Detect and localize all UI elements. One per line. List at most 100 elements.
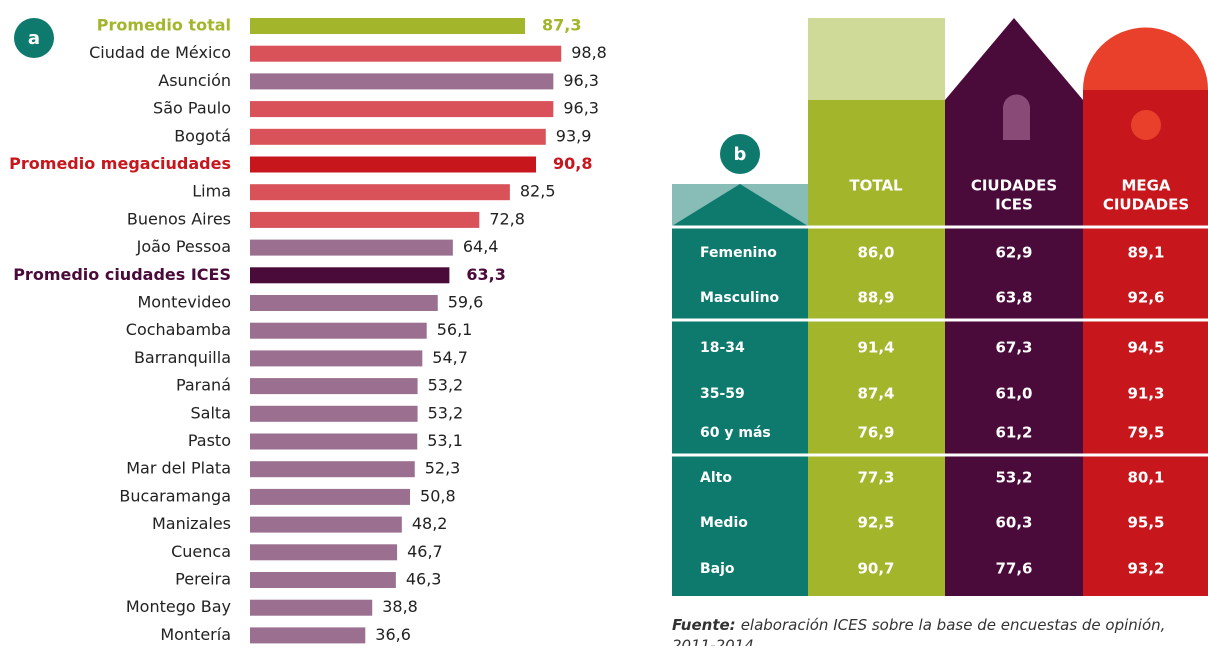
column-labels	[672, 226, 808, 596]
category-label: Lima	[192, 182, 231, 201]
cell: 60,3	[995, 514, 1032, 532]
bar	[250, 572, 396, 588]
bar	[250, 544, 397, 560]
category-label: Montevideo	[137, 293, 231, 312]
row-label: 60 y más	[700, 425, 771, 441]
value-label: 46,3	[406, 570, 442, 589]
bar	[250, 129, 546, 145]
value-label: 38,8	[382, 597, 418, 616]
category-label: Cuenca	[171, 542, 231, 561]
value-label: 90,8	[553, 154, 592, 173]
bar	[250, 267, 449, 283]
page: {"chart_data": {"type": "bar", "orientat…	[0, 0, 1208, 646]
category-label: Salta	[191, 403, 231, 422]
source: Fuente:elaboración ICES sobre la base de…	[672, 616, 1165, 634]
value-label: 54,7	[432, 348, 468, 367]
bar	[250, 240, 453, 256]
category-label: Paraná	[176, 376, 231, 395]
cell: 77,3	[857, 469, 894, 487]
source-label: Fuente:	[672, 616, 736, 634]
cell: 93,2	[1127, 560, 1164, 578]
value-label: 36,6	[375, 625, 411, 644]
cell: 90,7	[857, 560, 894, 578]
cell: 88,9	[857, 289, 894, 307]
bar	[250, 46, 561, 62]
category-label: João Pessoa	[136, 237, 231, 256]
value-label: 96,3	[563, 99, 599, 118]
category-label: Montego Bay	[126, 597, 231, 616]
bar	[250, 489, 410, 505]
value-label: 72,8	[489, 209, 525, 228]
value-label: 63,3	[466, 265, 505, 284]
column-header: CIUDADES	[1103, 196, 1189, 214]
value-label: 59,6	[448, 293, 484, 312]
cell: 62,9	[995, 244, 1032, 262]
bar	[250, 600, 372, 616]
cell: 91,3	[1127, 385, 1164, 403]
bar	[250, 212, 479, 228]
value-label: 98,8	[571, 43, 607, 62]
value-label: 96,3	[563, 71, 599, 90]
row-label: Medio	[700, 515, 748, 531]
category-label: Pereira	[175, 570, 231, 589]
category-label: Bucaramanga	[119, 486, 231, 505]
source-text: 2011-2014	[672, 637, 754, 647]
window-round	[1131, 110, 1161, 140]
column-header: ICES	[995, 196, 1033, 214]
column-header: TOTAL	[849, 177, 903, 195]
panel-b-shapes	[672, 18, 1208, 596]
value-label: 53,2	[428, 403, 464, 422]
category-label: Bogotá	[174, 126, 231, 145]
bar	[250, 184, 510, 200]
cell: 76,9	[857, 424, 894, 442]
cell: 95,5	[1127, 514, 1164, 532]
cell: 87,4	[857, 385, 894, 403]
cell: 63,8	[995, 289, 1032, 307]
value-label: 56,1	[437, 320, 473, 339]
value-label: 93,9	[556, 126, 592, 145]
cell: 67,3	[995, 339, 1032, 357]
row-label: 18-34	[700, 340, 745, 356]
row-label: Bajo	[700, 561, 735, 577]
bar	[250, 101, 553, 117]
bar	[250, 517, 402, 533]
bar	[250, 461, 415, 477]
bar	[250, 627, 365, 643]
bar	[250, 378, 418, 394]
cell: 61,0	[995, 385, 1032, 403]
value-label: 82,5	[520, 182, 556, 201]
figure: aPromedio total87,3Ciudad de México98,8A…	[0, 0, 1208, 646]
cell: 79,5	[1127, 424, 1164, 442]
category-label: Promedio total	[97, 16, 231, 35]
value-label: 50,8	[420, 486, 456, 505]
value-label: 52,3	[425, 459, 461, 478]
bar	[250, 350, 422, 366]
cell: 80,1	[1127, 469, 1164, 487]
value-label: 48,2	[412, 514, 448, 533]
bar	[250, 434, 417, 450]
category-label: Buenos Aires	[127, 209, 231, 228]
house-top	[808, 18, 945, 100]
panel-label: a	[28, 28, 40, 49]
category-label: Montería	[160, 625, 231, 644]
cell: 89,1	[1127, 244, 1164, 262]
row-label: Alto	[700, 470, 732, 486]
cell: 77,6	[995, 560, 1032, 578]
cell: 92,6	[1127, 289, 1164, 307]
bar	[250, 323, 427, 339]
category-label: Cochabamba	[126, 320, 231, 339]
category-label: Pasto	[188, 431, 231, 450]
cell: 91,4	[857, 339, 894, 357]
bar	[250, 295, 438, 311]
value-label: 53,2	[428, 376, 464, 395]
row-label: 35-59	[700, 386, 745, 402]
cell: 94,5	[1127, 339, 1164, 357]
category-label: Manizales	[152, 514, 231, 533]
category-label: Asunción	[158, 71, 231, 90]
panel-label: b	[734, 144, 747, 165]
column-header: MEGA	[1121, 177, 1170, 195]
column-header: CIUDADES	[971, 177, 1057, 195]
category-label: Promedio megaciudades	[9, 154, 231, 173]
cell: 53,2	[995, 469, 1032, 487]
roof	[945, 18, 1083, 100]
